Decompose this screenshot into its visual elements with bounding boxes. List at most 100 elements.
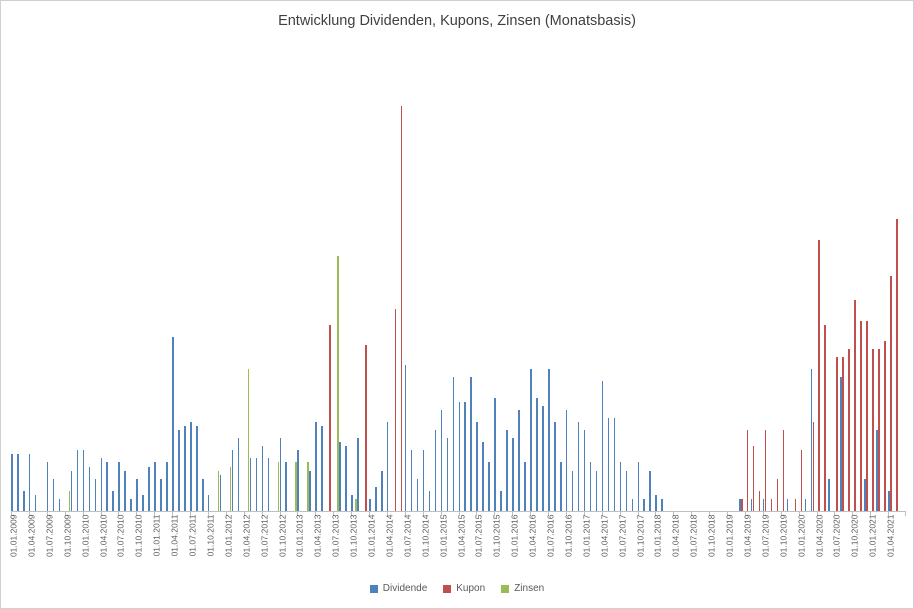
bar-dividende	[536, 397, 538, 511]
x-tick-label: 01.01.2019	[724, 514, 735, 558]
bar-dividende	[595, 470, 598, 511]
bar-dividende	[589, 462, 592, 511]
bar-kupon	[740, 498, 743, 511]
bar-kupon	[860, 320, 862, 511]
x-tick-label: 01.01.2012	[223, 514, 234, 558]
plot-area	[11, 106, 906, 511]
bar-kupon	[896, 219, 898, 511]
x-axis-tick	[351, 512, 353, 516]
x-tick-label: 01.04.2011	[169, 514, 180, 557]
bar-dividende	[118, 462, 120, 511]
x-axis-tick	[386, 512, 388, 516]
bar-kupon	[854, 300, 856, 511]
x-axis-tick	[82, 512, 84, 516]
x-tick-label: 01.04.2012	[241, 514, 252, 558]
bar-dividende	[613, 417, 616, 511]
bar-dividende	[464, 401, 467, 511]
bar-dividende	[100, 458, 103, 511]
x-tick-label: 01.10.2019	[778, 514, 789, 558]
bar-dividende	[321, 426, 323, 511]
bar-dividende	[655, 494, 657, 511]
x-tick-label: 01.10.2020	[849, 514, 860, 558]
bar-dividende	[166, 462, 168, 511]
bar-dividende	[195, 426, 198, 511]
bar-dividende	[494, 397, 496, 511]
bar-kupon	[764, 430, 767, 511]
bar-dividende	[148, 466, 150, 511]
bar-zinsen	[337, 255, 339, 511]
x-axis-tick	[744, 512, 746, 516]
x-tick-label: 01.07.2012	[259, 514, 270, 558]
bar-kupon	[890, 276, 892, 511]
legend-item-kupon: Kupon	[443, 583, 485, 594]
x-tick-label: 01.07.2013	[330, 514, 341, 558]
x-axis-tick	[404, 512, 406, 516]
x-tick-label: 01.07.2020	[831, 514, 842, 558]
x-tick-label: 01.10.2012	[277, 514, 287, 558]
chart-title: Entwicklung Dividenden, Kupons, Zinsen (…	[278, 13, 636, 29]
bar-kupon	[866, 320, 868, 511]
bar-dividende	[315, 421, 317, 511]
x-axis-tick	[207, 512, 209, 516]
bar-dividende	[440, 409, 443, 511]
bar-dividende	[88, 466, 91, 511]
x-tick-label: 01.04.2020	[814, 514, 824, 558]
legend-item-zinsen: Zinsen	[501, 583, 544, 594]
bar-zinsen	[355, 498, 357, 511]
bar-dividende	[16, 454, 19, 511]
x-tick-label: 01.01.2017	[581, 514, 592, 558]
x-axis-tick	[619, 512, 621, 516]
bar-dividende	[482, 442, 484, 511]
x-tick-label: 01.10.2013	[348, 514, 359, 558]
legend-label-zinsen: Zinsen	[514, 583, 545, 594]
bar-dividende	[207, 494, 210, 511]
x-tick-label: 01.01.2016	[509, 514, 520, 558]
bar-dividende	[106, 462, 109, 511]
bar-dividende	[172, 336, 174, 511]
x-tick-label: 01.01.2020	[796, 514, 807, 558]
bar-dividende	[762, 498, 765, 511]
x-axis-tick	[870, 512, 872, 516]
x-axis-tick	[512, 512, 514, 516]
x-tick-label: 01.10.2015	[491, 514, 502, 558]
x-axis-tick	[583, 512, 585, 516]
x-tick-label: 01.04.2017	[599, 514, 610, 558]
bar-dividende	[142, 494, 144, 511]
bar-dividende	[339, 442, 341, 511]
x-tick-label: 01.01.2013	[294, 514, 305, 558]
bar-dividende	[422, 450, 425, 511]
x-axis-tick	[494, 512, 496, 516]
bar-dividende	[625, 470, 628, 511]
x-tick-label: 01.07.2015	[473, 514, 484, 558]
x-tick-label: 01.04.2019	[742, 514, 753, 558]
bar-dividende	[416, 478, 419, 511]
bar-dividende	[428, 490, 431, 511]
bar-dividende	[840, 377, 842, 511]
bar-dividende	[631, 498, 634, 511]
bar-zinsen	[217, 470, 220, 511]
x-tick-label: 01.01.2021	[867, 514, 878, 558]
bar-kupon	[365, 345, 367, 511]
bar-kupon	[842, 357, 844, 511]
x-tick-label: 01.01.2014	[366, 514, 377, 558]
bar-kupon	[776, 478, 779, 511]
bar-dividende	[184, 426, 186, 511]
bar-kupon	[800, 450, 803, 511]
bar-dividende	[237, 438, 240, 511]
bar-dividende	[619, 462, 622, 511]
bar-kupon	[329, 324, 331, 511]
bar-dividende	[255, 458, 258, 511]
bar-dividende	[458, 401, 461, 511]
x-tick-label: 01.07.2019	[760, 514, 771, 558]
bar-dividende	[810, 369, 813, 511]
bar-dividende	[452, 377, 455, 511]
bar-dividende	[178, 430, 180, 511]
x-tick-label: 01.04.2009	[26, 514, 37, 558]
x-axis-tick	[834, 512, 836, 516]
x-tick-label: 01.04.2013	[312, 514, 323, 558]
x-axis-tick	[190, 512, 191, 516]
bar-dividende	[571, 470, 574, 511]
bar-dividende	[601, 381, 604, 511]
bar-dividende	[231, 450, 234, 511]
bar-kupon	[812, 421, 815, 511]
